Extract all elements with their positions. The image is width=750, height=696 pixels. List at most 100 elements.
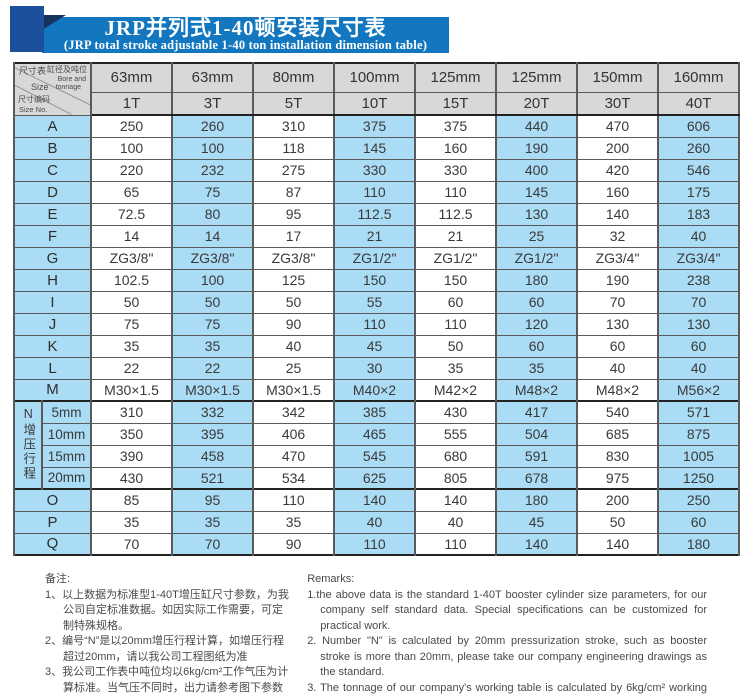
- row-label: O: [13, 488, 92, 512]
- dim-value-cell: 110: [333, 532, 416, 556]
- dimension-table: 尺寸表 缸径及吨位 Bore and tonnage Size 尺寸编码 Siz…: [13, 62, 740, 556]
- dim-value-cell: 430: [90, 466, 173, 490]
- dim-value-cell: 40: [252, 334, 335, 358]
- table-row: Q 70 70 90 110 110 140 140 180: [13, 532, 740, 556]
- table-row: F 14 14 17 21 21 25 32 40: [13, 224, 740, 248]
- dim-value-cell: 85: [90, 488, 173, 512]
- dim-value-cell: 830: [576, 444, 659, 468]
- dim-value-cell: ZG1/2": [495, 246, 578, 270]
- dim-value-cell: 130: [576, 312, 659, 336]
- corner-size-table-label: 尺寸表: [19, 66, 47, 76]
- banner-ribbon: JRP并列式1-40顿安装尺寸表 (JRP total stroke adjus…: [42, 17, 449, 53]
- dim-value-cell: 25: [495, 224, 578, 248]
- dim-value-cell: 55: [333, 290, 416, 314]
- dim-value-cell: 275: [252, 158, 335, 182]
- dim-value-cell: 75: [171, 312, 254, 336]
- dim-value-cell: 102.5: [90, 268, 173, 292]
- dim-value-cell: 310: [252, 114, 335, 138]
- dim-value-cell: 330: [333, 158, 416, 182]
- row-label: F: [13, 224, 92, 248]
- corner-bore-en-label-2: tonnage: [55, 84, 81, 91]
- dim-value-cell: 504: [495, 422, 578, 446]
- dim-value-cell: 540: [576, 400, 659, 424]
- dim-value-cell: 232: [171, 158, 254, 182]
- dim-value-cell: 100: [90, 136, 173, 160]
- dim-value-cell: 118: [252, 136, 335, 160]
- dim-value-cell: 80: [171, 202, 254, 226]
- row-label: K: [13, 334, 92, 358]
- dim-value-cell: 75: [171, 180, 254, 204]
- dim-value-cell: 40: [657, 224, 740, 248]
- dim-value-cell: 606: [657, 114, 740, 138]
- diagonal-divider-lines: [16, 67, 89, 114]
- dim-value-cell: 21: [333, 224, 416, 248]
- dim-value-cell: 50: [252, 290, 335, 314]
- dim-value-cell: 400: [495, 158, 578, 182]
- notes-cn-heading: 备注:: [45, 573, 71, 585]
- page-title: JRP并列式1-40顿安装尺寸表: [104, 16, 387, 40]
- dim-value-cell: 70: [171, 532, 254, 556]
- dim-value-cell: ZG3/8": [90, 246, 173, 270]
- dim-value-cell: 220: [90, 158, 173, 182]
- dim-value-cell: 150: [414, 268, 497, 292]
- dim-value-cell: 75: [90, 312, 173, 336]
- row-label: M: [13, 378, 92, 402]
- table-row: O 85 95 110 140 140 180 200 250: [13, 488, 740, 512]
- dim-value-cell: 14: [171, 224, 254, 248]
- table-row: C 220 232 275 330 330 400 420 546: [13, 158, 740, 182]
- dim-value-cell: 685: [576, 422, 659, 446]
- dim-value-cell: 145: [333, 136, 416, 160]
- dim-value-cell: 805: [414, 466, 497, 490]
- dim-value-cell: 45: [333, 334, 416, 358]
- row-label: J: [13, 312, 92, 336]
- dim-value-cell: M56×2: [657, 378, 740, 402]
- dim-value-cell: 70: [657, 290, 740, 314]
- dim-value-cell: 110: [414, 180, 497, 204]
- dim-value-cell: ZG1/2": [333, 246, 416, 270]
- notes-chinese: 备注: 1、以上数据为标准型1-40T增压缸尺寸参数，为我公司自定标准数据。如因…: [45, 572, 291, 696]
- table-row: J 75 75 90 110 110 120 130 130: [13, 312, 740, 336]
- dim-value-cell: 625: [333, 466, 416, 490]
- dim-value-cell: 200: [576, 488, 659, 512]
- table-row: 15mm 390 458 470 545 680 591 830 1005: [14, 444, 740, 468]
- notes-cn-item-3: 3、我公司工作表中吨位均以6kg/cm²工作气压为计算标准。当气压不同时，出力请…: [45, 666, 289, 694]
- dim-value-cell: 72.5: [90, 202, 173, 226]
- dim-value-cell: 190: [495, 136, 578, 160]
- dim-value-cell: 35: [252, 510, 335, 534]
- dim-value-cell: 420: [576, 158, 659, 182]
- dim-value-cell: 238: [657, 268, 740, 292]
- dim-value-cell: 14: [90, 224, 173, 248]
- dim-value-cell: 70: [576, 290, 659, 314]
- dim-value-cell: 110: [333, 180, 416, 204]
- n-block-vertical-text: N增压行程: [21, 406, 36, 481]
- dim-value-cell: 130: [657, 312, 740, 336]
- dim-value-cell: 90: [252, 312, 335, 336]
- dim-value-cell: 546: [657, 158, 740, 182]
- tonnage-header-cell: 1T: [90, 91, 173, 116]
- table-row: L 22 22 25 30 35 35 40 40: [13, 356, 740, 380]
- dim-value-cell: 390: [90, 444, 173, 468]
- row-label: C: [13, 158, 92, 182]
- row-label: P: [13, 510, 92, 534]
- dim-value-cell: ZG3/4": [657, 246, 740, 270]
- dim-value-cell: 145: [495, 180, 578, 204]
- table-row: M M30×1.5 M30×1.5 M30×1.5 M40×2 M42×2 M48×2 M48…: [13, 378, 740, 402]
- dim-value-cell: 50: [576, 510, 659, 534]
- dim-value-cell: 375: [333, 114, 416, 138]
- dim-value-cell: 545: [333, 444, 416, 468]
- dim-value-cell: 60: [576, 334, 659, 358]
- tonnage-header-cell: 20T: [495, 91, 578, 116]
- corner-size-no-cn-label: 尺寸编码: [18, 95, 50, 104]
- dim-value-cell: 32: [576, 224, 659, 248]
- dim-value-cell: 180: [495, 488, 578, 512]
- dim-value-cell: 160: [576, 180, 659, 204]
- tonnage-header-cell: 5T: [252, 91, 335, 116]
- dim-value-cell: 100: [171, 136, 254, 160]
- dim-value-cell: M30×1.5: [171, 378, 254, 402]
- dim-value-cell: 555: [414, 422, 497, 446]
- dim-value-cell: 40: [333, 510, 416, 534]
- dim-value-cell: M30×1.5: [90, 378, 173, 402]
- notes-en-item-1: 1.the above data is the standard 1-40T b…: [307, 588, 707, 632]
- dim-value-cell: 350: [90, 422, 173, 446]
- bore-header-cell: 63mm: [171, 62, 254, 93]
